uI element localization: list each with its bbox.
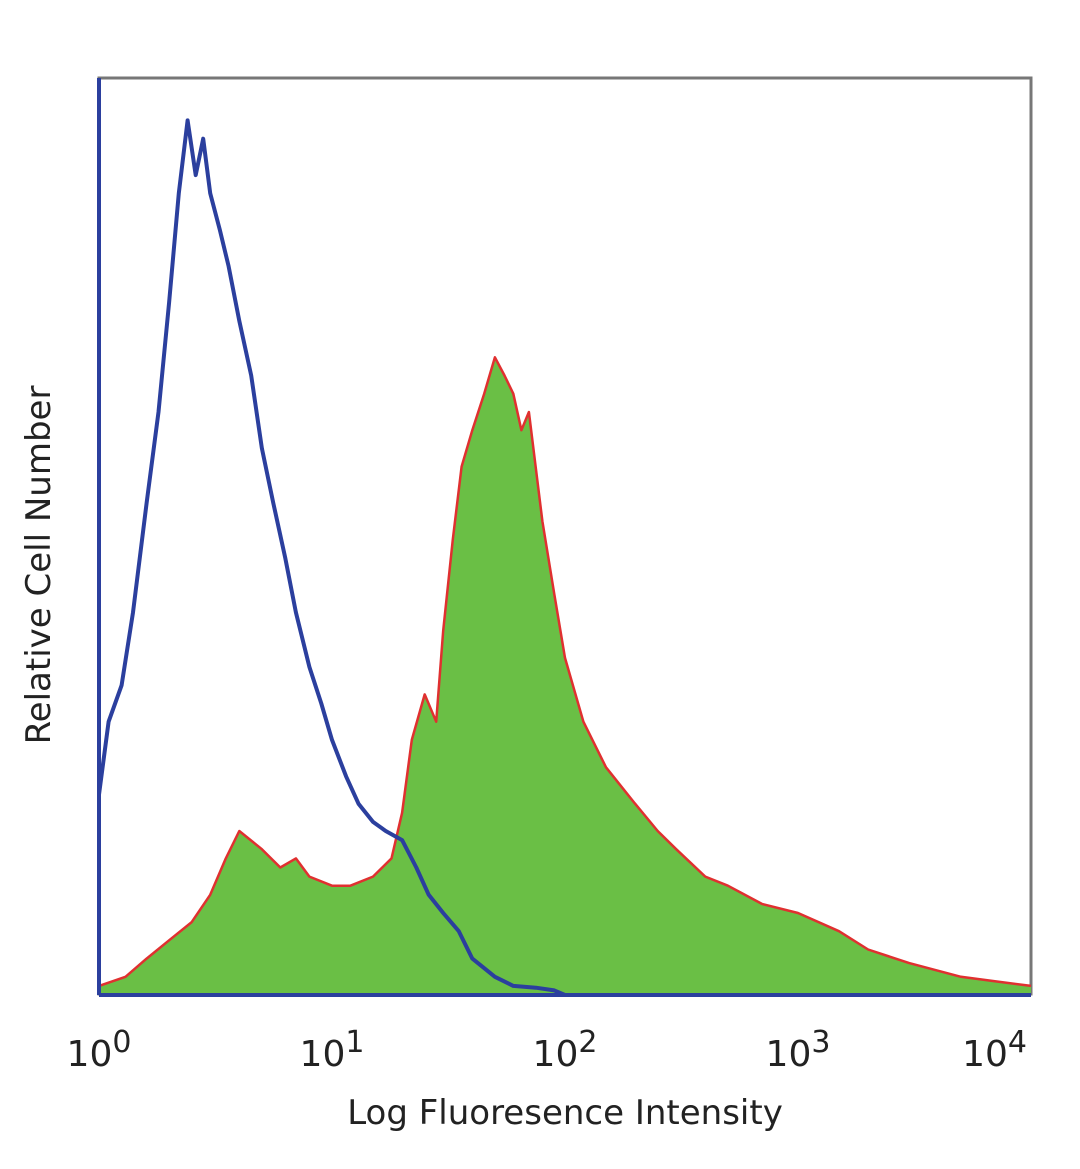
x-tick-label-2: 102 [533,1025,598,1075]
x-tick-label-0: 100 [67,1025,132,1075]
x-tick-labels: 100 101 102 103 104 [67,1025,1027,1075]
x-tick-label-3: 103 [766,1025,831,1075]
y-axis-title: Relative Cell Number [19,386,59,745]
series-layer [97,118,1032,997]
series-1-line [98,356,1032,988]
series-1-area [99,357,1031,995]
series-0-line [97,118,566,997]
x-tick-label-4: 104 [962,1025,1027,1075]
x-tick-label-1: 101 [300,1025,365,1075]
x-axis-title: Log Fluoresence Intensity [347,1093,783,1133]
